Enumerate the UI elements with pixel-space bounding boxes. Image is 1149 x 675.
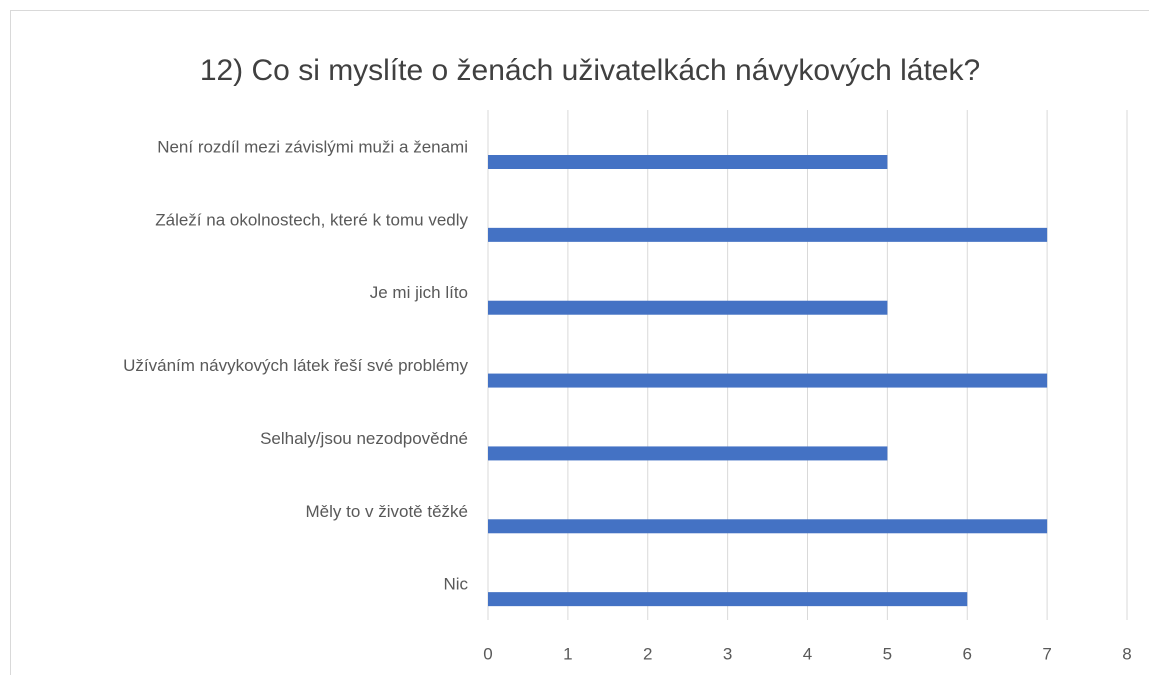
y-tick-label: Je mi jich líto bbox=[370, 283, 468, 302]
x-tick-label: 3 bbox=[723, 644, 732, 663]
x-tick-label: 8 bbox=[1122, 644, 1131, 663]
bar bbox=[488, 373, 1048, 388]
x-tick-label: 1 bbox=[563, 644, 572, 663]
bar bbox=[488, 300, 888, 315]
y-tick-label: Užíváním návykových látek řeší své probl… bbox=[123, 356, 468, 375]
x-tick-label: 2 bbox=[643, 644, 652, 663]
y-tick-label: Nic bbox=[443, 575, 468, 594]
bar bbox=[488, 592, 968, 607]
bar bbox=[488, 446, 888, 461]
bar bbox=[488, 227, 1048, 242]
y-tick-label: Měly to v životě těžké bbox=[305, 502, 468, 521]
y-tick-label: Záleží na okolnostech, které k tomu vedl… bbox=[155, 210, 468, 229]
x-tick-label: 5 bbox=[883, 644, 892, 663]
x-tick-label: 6 bbox=[963, 644, 972, 663]
x-tick-label: 4 bbox=[803, 644, 812, 663]
chart-border bbox=[10, 10, 1149, 675]
chart-title: 12) Co si myslíte o ženách uživatelkách … bbox=[200, 54, 980, 87]
bar bbox=[488, 155, 888, 169]
x-tick-label: 0 bbox=[483, 644, 492, 663]
x-tick-label: 7 bbox=[1042, 644, 1051, 663]
bar bbox=[488, 519, 1048, 534]
y-tick-label: Není rozdíl mezi závislými muži a ženami bbox=[157, 137, 468, 156]
y-tick-label: Selhaly/jsou nezodpovědné bbox=[260, 429, 468, 448]
